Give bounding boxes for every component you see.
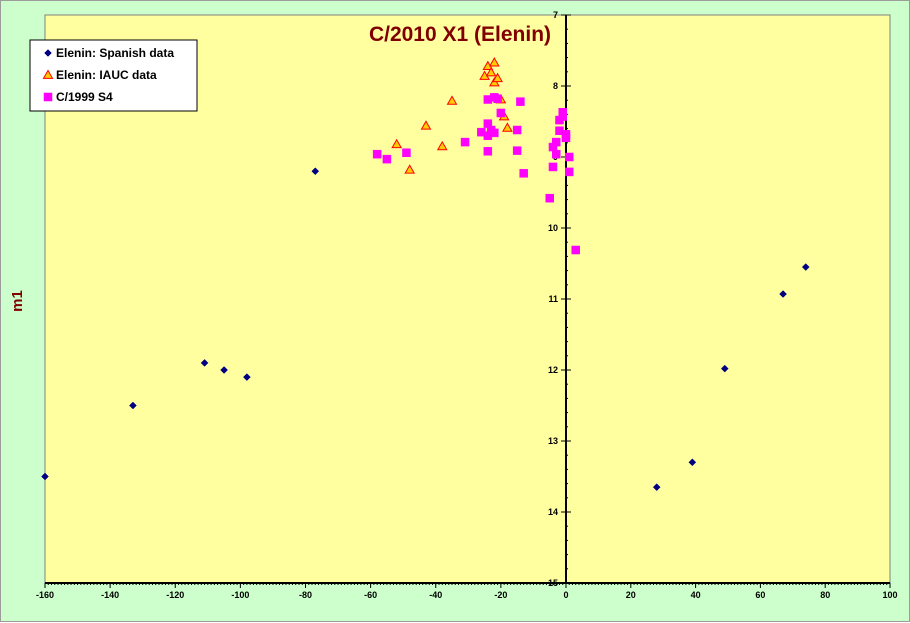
data-point-square <box>545 193 554 203</box>
x-tick-label: -40 <box>429 590 442 600</box>
y-axis-label: m1 <box>9 290 26 312</box>
x-tick-label: 40 <box>691 590 701 600</box>
data-point-square <box>571 245 580 255</box>
data-point-triangle <box>485 67 497 77</box>
x-tick-label: -80 <box>299 590 312 600</box>
y-tick-label: 14 <box>548 507 558 517</box>
legend-label: Elenin: Spanish data <box>56 46 174 60</box>
y-tick-label: 15 <box>548 578 558 588</box>
x-tick-label: 0 <box>563 590 568 600</box>
legend-marker-triangle <box>42 69 54 79</box>
data-point-triangle <box>492 72 503 83</box>
y-tick-label: 8 <box>553 81 558 91</box>
x-tick-label: -140 <box>101 590 119 600</box>
y-tick-label: 12 <box>548 365 558 375</box>
data-point-square <box>512 146 522 155</box>
data-point-square <box>496 108 506 118</box>
data-point-triangle <box>446 95 458 105</box>
x-tick-label: 60 <box>755 590 765 600</box>
x-tick-label: -20 <box>494 590 507 600</box>
y-tick-label: 13 <box>548 436 558 446</box>
data-point-square <box>548 162 558 172</box>
x-tick-label: -60 <box>364 590 377 600</box>
data-point-triangle <box>436 140 448 151</box>
data-point-diamond <box>311 167 320 176</box>
legend-label: C/1999 S4 <box>56 90 113 104</box>
series-triangle <box>391 57 513 174</box>
data-point-triangle <box>391 138 403 149</box>
data-point-square <box>551 149 561 159</box>
data-point-square <box>402 148 411 157</box>
data-point-diamond <box>129 401 137 410</box>
data-point-square <box>519 169 528 178</box>
data-point-triangle <box>489 57 500 67</box>
data-point-square <box>382 154 392 164</box>
data-point-diamond <box>801 263 810 271</box>
data-point-square <box>460 137 470 147</box>
series-square <box>372 93 580 255</box>
y-tick-label: 10 <box>548 223 558 233</box>
legend: Elenin: Spanish data Elenin: IAUC data C/1… <box>29 39 198 112</box>
legend-item: Elenin: Spanish data <box>44 46 174 60</box>
data-point-triangle <box>404 164 416 174</box>
data-point-square <box>483 147 493 156</box>
x-axis: -160 -140 -120 -100 -80 -60 -40 -20 0 20 40 60 80 100 <box>36 582 898 600</box>
data-point-diamond <box>41 472 49 481</box>
data-point-square <box>561 130 571 139</box>
legend-marker-diamond <box>44 49 52 57</box>
x-tick-label: 80 <box>820 590 830 600</box>
chart-title: C/2010 X1 (Elenin) <box>369 23 551 46</box>
x-tick-label: -120 <box>166 590 184 600</box>
data-point-diamond <box>243 373 251 381</box>
data-point-diamond <box>720 364 729 373</box>
data-series <box>41 57 810 492</box>
data-point-square <box>551 137 561 147</box>
data-point-diamond <box>779 290 787 298</box>
series-diamond <box>41 167 810 492</box>
legend-marker-square <box>43 92 53 102</box>
legend-item: C/1999 S4 <box>43 90 113 104</box>
x-tick-label: -100 <box>231 590 249 600</box>
data-point-square <box>512 125 522 135</box>
data-point-square <box>493 94 502 104</box>
legend-label: Elenin: IAUC data <box>56 68 157 82</box>
data-point-triangle <box>502 122 513 132</box>
data-point-square <box>564 152 574 162</box>
data-point-square <box>490 128 499 138</box>
y-tick-label: 7 <box>553 10 558 20</box>
x-tick-label: 20 <box>626 590 636 600</box>
data-point-square <box>516 97 525 106</box>
data-point-diamond <box>220 366 228 374</box>
y-tick-label: 11 <box>548 294 558 304</box>
legend-item: Elenin: IAUC data <box>42 68 157 82</box>
legend-box <box>29 39 198 112</box>
data-point-diamond <box>688 458 697 467</box>
data-point-square <box>558 108 567 117</box>
data-point-diamond <box>652 483 661 492</box>
data-point-square <box>564 167 574 177</box>
x-tick-label: 100 <box>882 590 897 600</box>
data-point-diamond <box>200 359 209 367</box>
data-point-square <box>372 149 382 159</box>
data-point-triangle <box>420 120 432 130</box>
x-tick-label: -160 <box>36 590 54 600</box>
